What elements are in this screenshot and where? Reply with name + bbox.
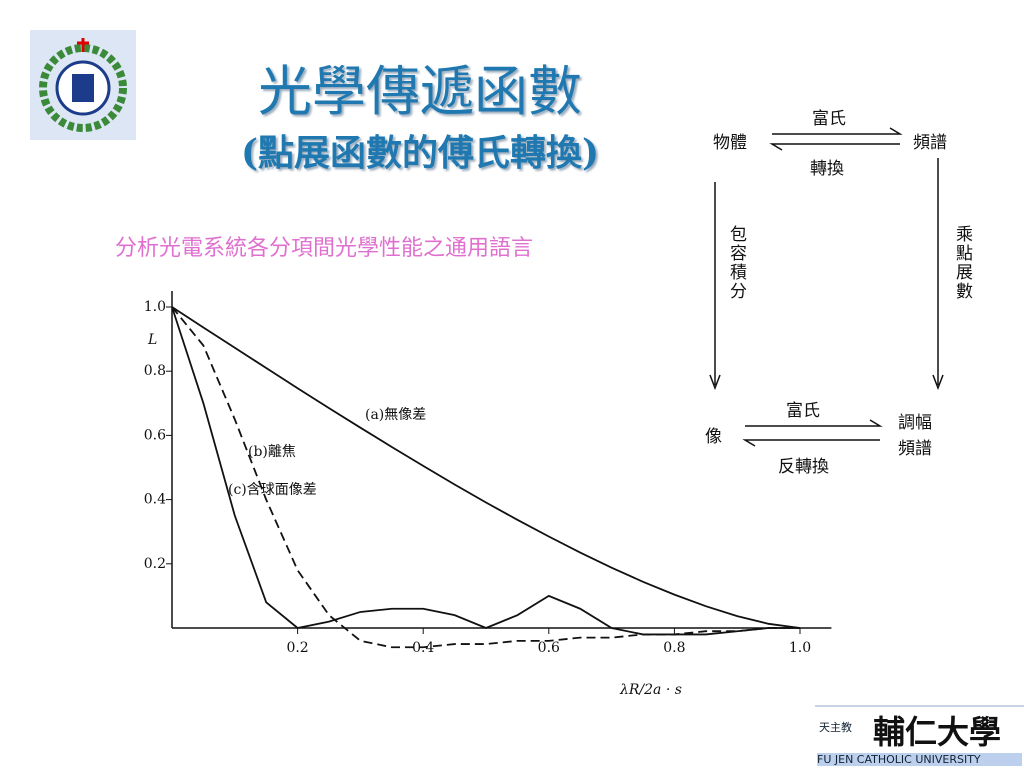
arrow bbox=[742, 439, 880, 447]
node-image: 像 bbox=[705, 427, 722, 447]
line-series bbox=[171, 306, 800, 649]
node-spectrum: 頻譜 bbox=[913, 133, 947, 153]
arrow-label: 乘點展數 bbox=[952, 225, 972, 301]
y-tick-label: 1.0 bbox=[144, 299, 166, 315]
arrow-label: 轉換 bbox=[810, 159, 844, 179]
logo-seal bbox=[30, 30, 136, 140]
arrow-label: 富氏 bbox=[812, 109, 846, 129]
y-tick-label: 0.8 bbox=[144, 363, 166, 379]
y-axis-label: L bbox=[147, 332, 157, 348]
series-label: (c)含球面像差 bbox=[228, 482, 317, 498]
logo-banner: 天主教 輔仁大學 FU JEN CATHOLIC UNIVERSITY bbox=[815, 705, 1024, 770]
logo-english: FU JEN CATHOLIC UNIVERSITY bbox=[817, 753, 1022, 766]
line-series bbox=[171, 306, 800, 636]
node-object: 物體 bbox=[713, 133, 747, 153]
x-tick-label: 0.2 bbox=[286, 640, 308, 656]
line-series bbox=[171, 306, 801, 629]
series-label: (a)無像差 bbox=[365, 407, 426, 423]
title: 光學傳遞函數 bbox=[258, 60, 582, 123]
wreath bbox=[39, 44, 127, 132]
subtitle: (點展函數的傅氏轉換) bbox=[240, 132, 600, 174]
y-tick-label: 0.2 bbox=[144, 556, 166, 572]
x-tick-label: 0.8 bbox=[663, 640, 685, 656]
y-tick-label: 0.4 bbox=[144, 492, 166, 508]
arrow-label: 反轉換 bbox=[778, 457, 829, 477]
arrow-label: 富氏 bbox=[786, 401, 820, 421]
arrow bbox=[745, 419, 883, 427]
arrow bbox=[769, 143, 900, 151]
note: 分析光電系統各分項間光學性能之通用語言 bbox=[115, 236, 534, 261]
series-label: (b)離焦 bbox=[248, 443, 296, 460]
x-tick-label: 1.0 bbox=[789, 640, 811, 656]
x-tick-label: 0.6 bbox=[538, 640, 560, 656]
node-mtf: 調幅頻譜 bbox=[898, 413, 932, 459]
logo-prefix: 天主教 bbox=[819, 721, 852, 734]
cross bbox=[77, 38, 89, 52]
arrow-label: 包容積分 bbox=[726, 225, 746, 301]
y-tick-label: 0.6 bbox=[144, 427, 166, 443]
x-axis-label: λR/2a · s bbox=[619, 682, 682, 698]
shield bbox=[72, 74, 94, 102]
arrow bbox=[772, 127, 903, 135]
arrow bbox=[709, 182, 721, 391]
logo-name: 輔仁大學 bbox=[873, 713, 1002, 751]
arrow bbox=[932, 158, 944, 391]
